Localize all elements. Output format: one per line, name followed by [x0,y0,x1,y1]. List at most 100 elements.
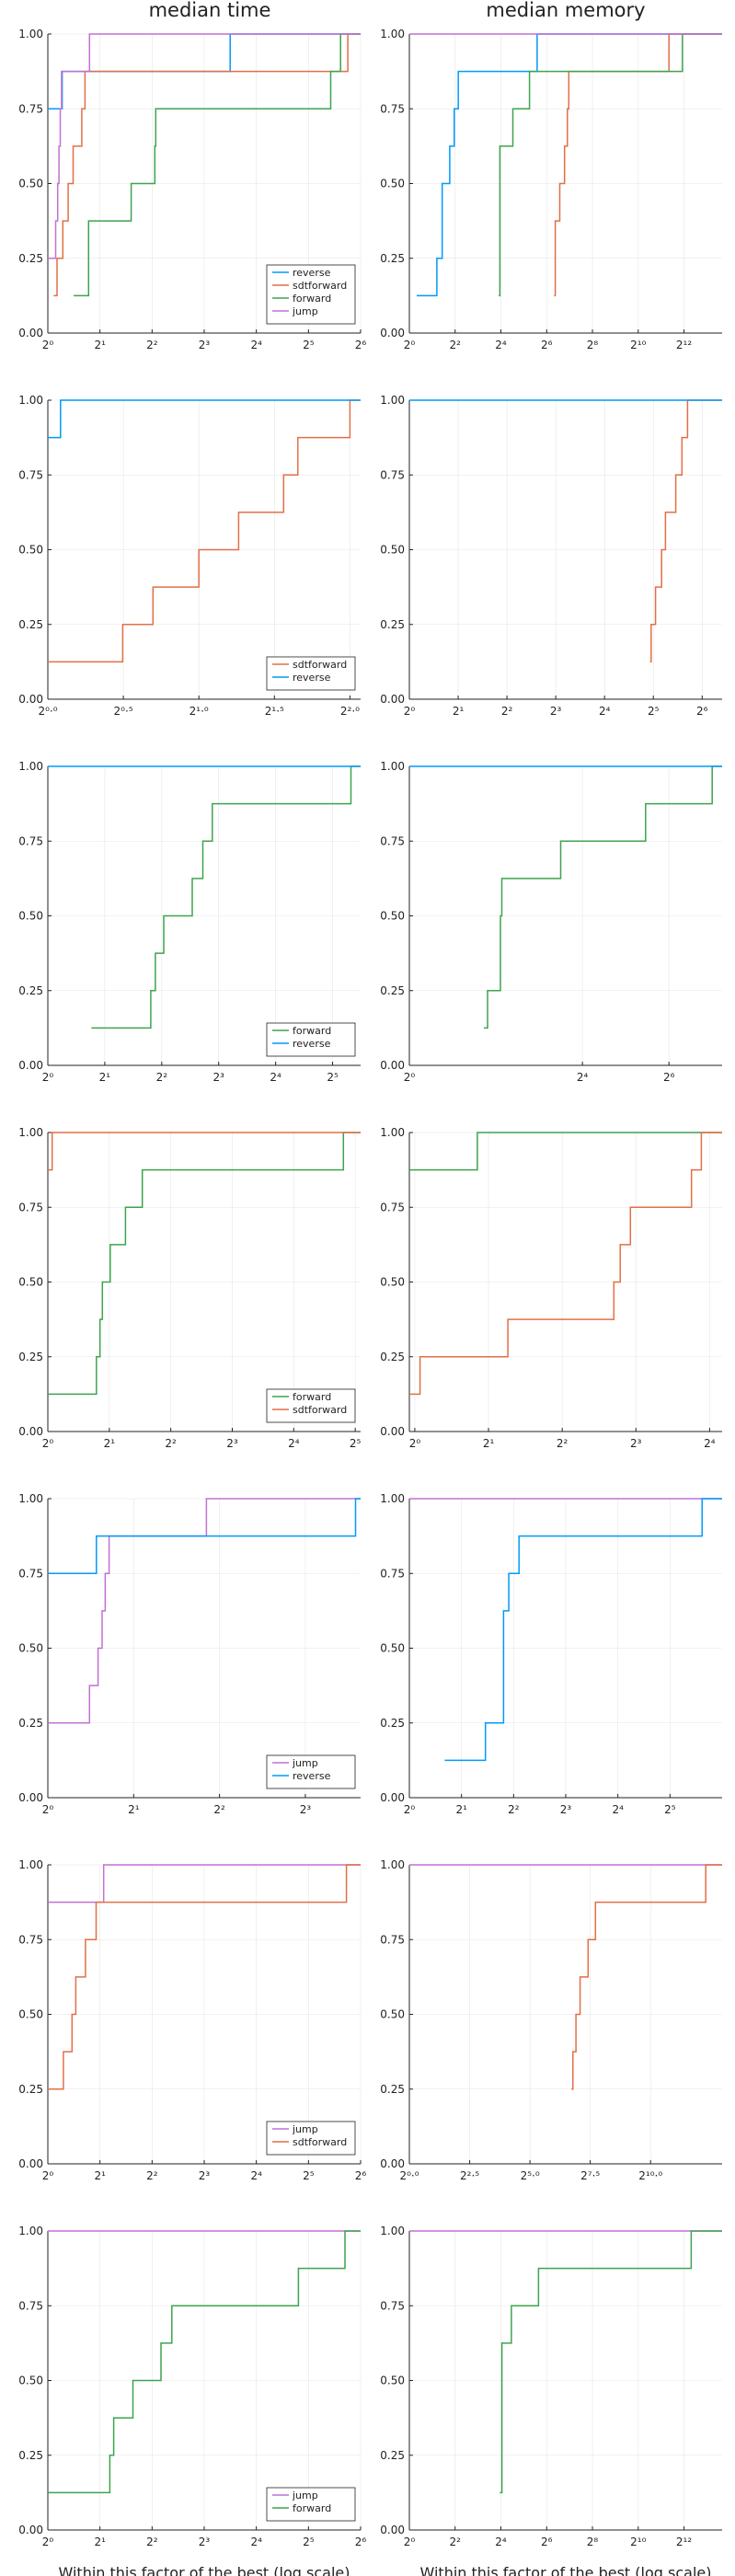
y-tick-label: 0.00 [18,2524,43,2536]
y-tick-label: 0.00 [18,1791,43,1804]
legend-box [266,656,356,691]
y-tick-label: 0.50 [18,1642,43,1655]
x-tick-label: 2⁰ [404,339,416,351]
chart-panel-1: 2⁰ 2¹ 2² 2³ 2⁴ 2⁵ 2⁶ 0.00 0.25 0.50 0.75 1.00 revers… [18,28,366,351]
series-line-sdtforward [409,1132,722,1396]
legend-box [266,2487,356,2522]
y-tick-label: 0.00 [18,1425,43,1438]
y-tick-label: 0.00 [380,2524,405,2536]
y-tick-label: 0.75 [380,1567,405,1580]
series-line-sdtforward [48,399,361,663]
x-tick-label: 2⁵ [303,2536,315,2548]
x-tick-label: 2⁸ [587,339,599,351]
x-tick-label: 2³ [213,1071,225,1084]
x-tick-label: 2² [557,1437,568,1450]
y-tick-label: 0.25 [380,1351,405,1363]
x-tick-label: 2¹ [94,2169,106,2182]
x-tick-label: 2⁰ [404,705,416,718]
y-tick-label: 0.25 [18,1351,43,1363]
x-tick-label: 2² [146,2536,158,2548]
x-tick-label: 2⁶ [663,1071,675,1084]
legend-label-sdtforward: sdtforward [293,280,347,292]
y-tick-label: 1.00 [380,1858,405,1871]
x-tick-label: 2¹ [128,1803,140,1816]
y-tick-label: 0.25 [380,252,405,265]
x-tick-label: 2⁰·⁰ [38,705,57,718]
y-tick-label: 0.25 [380,1717,405,1730]
chart-panel-10: 2⁰ 2¹ 2² 2³ 2⁴ 2⁵ 0.00 0.25 0.50 0.75 1.00 [380,1492,722,1816]
y-tick-label: 0.75 [18,834,43,847]
x-tick-label: 2²·⁵ [460,2169,479,2182]
y-tick-label: 0.25 [380,2083,405,2096]
y-tick-label: 1.00 [380,1126,405,1139]
y-tick-label: 0.00 [380,1791,405,1804]
y-tick-label: 0.00 [380,327,405,339]
legend-label-forward: forward [293,1391,331,1403]
x-tick-label: 2¹⁰ [630,339,646,351]
x-tick-label: 2⁵·⁰ [521,2169,540,2182]
x-tick-label: 2² [501,705,513,718]
legend-label-sdtforward: sdtforward [293,1404,347,1416]
legend-label-jump: jump [292,2490,318,2501]
x-tick-label: 2² [450,2536,462,2548]
series-line-jump [48,1498,361,1724]
x-tick-label: 2⁷·⁵ [580,2169,600,2182]
y-tick-label: 0.25 [18,984,43,997]
x-tick-label: 2² [146,339,158,351]
series-line-reverse [444,1498,722,1762]
y-tick-label: 0.50 [380,910,405,923]
x-tick-label: 2⁵ [327,1071,339,1084]
series-line-reverse [48,1498,361,1575]
y-tick-label: 0.75 [18,1933,43,1946]
x-tick-label: 2⁰ [404,1803,416,1816]
y-tick-label: 0.25 [380,984,405,997]
chart-panel-4: 2⁰ 2¹ 2² 2³ 2⁴ 2⁵ 2⁶ 0.00 0.25 0.50 0.75 1.00 [380,394,722,718]
series-line-reverse [417,33,722,297]
x-tick-label: 2⁵ [350,1437,362,1450]
series-line-jump [48,1864,361,1903]
series-line-forward [48,2230,361,2494]
y-tick-label: 1.00 [380,760,405,773]
x-tick-label: 2² [213,1803,225,1816]
y-tick-label: 0.00 [380,1425,405,1438]
x-tick-label: 2⁴ [250,339,262,351]
x-tick-label: 2⁰ [42,2536,54,2548]
x-tick-label: 2⁰ [42,2169,54,2182]
x-tick-label: 2⁰ [404,1071,416,1084]
y-tick-label: 0.50 [380,178,405,190]
chart-panel-14: 2⁰ 2² 2⁴ 2⁶ 2⁸ 2¹⁰ 2¹² 0.00 0.25 0.50 0.75 1.00 With… [380,2225,722,2576]
y-tick-label: 0.25 [18,2083,43,2096]
x-tick-label: 2⁰ [42,1803,54,1816]
y-tick-label: 0.50 [380,2375,405,2387]
x-tick-label: 2¹⁰·⁰ [638,2169,662,2182]
x-tick-label: 2⁵ [648,705,660,718]
chart-panel-5: 2⁰ 2¹ 2² 2³ 2⁴ 2⁵ 0.00 0.25 0.50 0.75 1.00 forwardr… [18,760,361,1084]
x-tick-label: 2¹·⁵ [265,705,284,718]
x-tick-label: 2⁰·⁰ [399,2169,419,2182]
legend-box [266,2121,356,2156]
y-tick-label: 0.75 [18,102,43,115]
chart-panel-12: 2⁰·⁰ 2²·⁵ 2⁵·⁰ 2⁷·⁵ 2¹⁰·⁰ 0.00 0.25 0.50 0.75 1.0… [380,1858,722,2182]
y-tick-label: 0.25 [380,618,405,631]
y-tick-label: 0.25 [18,1717,43,1730]
x-tick-label: 2⁶ [541,339,553,351]
y-tick-label: 0.50 [380,1276,405,1289]
series-line-reverse [48,399,361,439]
chart-panels: 2⁰ 2¹ 2² 2³ 2⁴ 2⁵ 2⁶ 0.00 0.25 0.50 0.75 1.00 revers… [18,28,722,2576]
x-tick-label: 2² [450,339,462,351]
x-tick-label: 2¹⁰ [630,2536,646,2548]
x-tick-label: 2⁴ [577,1071,589,1084]
series-line-jump [48,33,361,259]
y-tick-label: 0.50 [18,2375,43,2387]
series-line-sdtforward [53,33,361,297]
x-tick-label: 2⁰ [42,1437,54,1450]
y-tick-label: 1.00 [18,1126,43,1139]
legend-label-reverse: reverse [293,267,331,279]
series-line-sdtforward [48,1132,361,1171]
y-tick-label: 0.75 [380,1933,405,1946]
y-tick-label: 0.50 [18,1276,43,1289]
legend-box [266,1022,356,1057]
y-tick-label: 0.50 [380,2008,405,2021]
legend-label-sdtforward: sdtforward [293,659,347,671]
y-tick-label: 0.00 [18,1059,43,1072]
